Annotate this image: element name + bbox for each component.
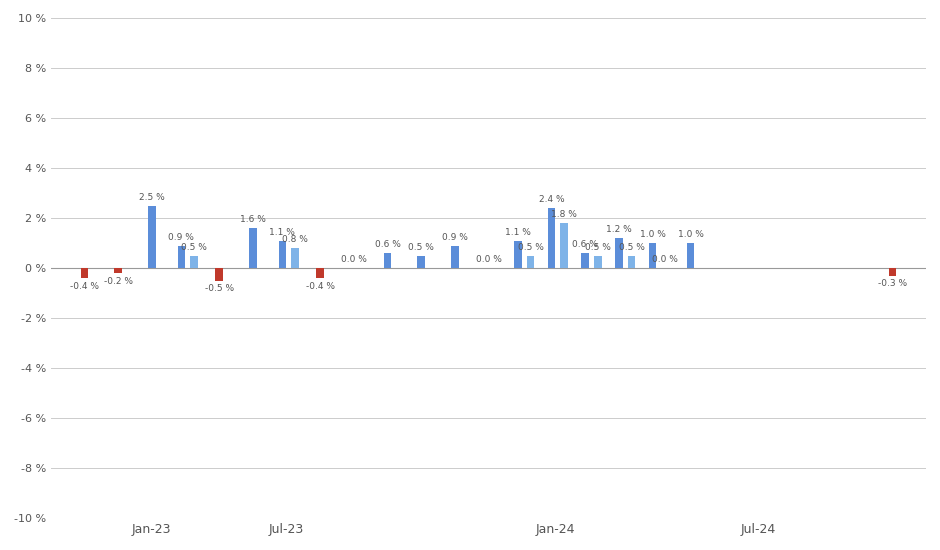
Text: 2.5 %: 2.5 % (139, 192, 164, 202)
Bar (615, 238, 622, 268)
Text: 0.5 %: 0.5 % (181, 243, 207, 252)
Bar (451, 245, 459, 268)
Bar (278, 240, 286, 268)
Bar (526, 256, 534, 268)
Text: 1.8 %: 1.8 % (551, 210, 577, 219)
Text: 1.6 %: 1.6 % (240, 215, 266, 224)
Bar (628, 256, 635, 268)
Text: 1.1 %: 1.1 % (505, 228, 531, 237)
Bar (215, 268, 223, 280)
Bar (149, 206, 156, 268)
Bar (81, 268, 88, 278)
Bar (249, 228, 257, 268)
Bar (514, 240, 522, 268)
Text: -0.3 %: -0.3 % (878, 279, 907, 288)
Bar (417, 256, 425, 268)
Text: -0.2 %: -0.2 % (103, 277, 133, 286)
Text: -0.4 %: -0.4 % (306, 282, 335, 291)
Bar (560, 223, 568, 268)
Text: 1.1 %: 1.1 % (270, 228, 295, 237)
Text: 0.9 %: 0.9 % (442, 233, 468, 242)
Text: 0.0 %: 0.0 % (652, 255, 678, 265)
Text: -0.4 %: -0.4 % (70, 282, 99, 291)
Text: 1.0 %: 1.0 % (678, 230, 703, 239)
Bar (594, 256, 602, 268)
Text: 0.6 %: 0.6 % (374, 240, 400, 249)
Text: 0.8 %: 0.8 % (282, 235, 308, 244)
Text: 2.4 %: 2.4 % (539, 195, 564, 204)
Bar (178, 245, 185, 268)
Bar (582, 253, 589, 268)
Text: 0.5 %: 0.5 % (408, 243, 434, 252)
Bar (291, 248, 299, 268)
Bar (317, 268, 324, 278)
Text: 0.5 %: 0.5 % (585, 243, 611, 252)
Bar (649, 243, 656, 268)
Text: 0.9 %: 0.9 % (168, 233, 195, 242)
Bar (687, 243, 695, 268)
Text: 0.6 %: 0.6 % (572, 240, 598, 249)
Bar (384, 253, 391, 268)
Text: 1.2 %: 1.2 % (606, 226, 632, 234)
Text: 1.0 %: 1.0 % (639, 230, 666, 239)
Text: 0.0 %: 0.0 % (341, 255, 367, 265)
Text: 0.0 %: 0.0 % (476, 255, 501, 265)
Bar (115, 268, 122, 273)
Text: -0.5 %: -0.5 % (205, 284, 234, 293)
Bar (190, 256, 197, 268)
Text: 0.5 %: 0.5 % (518, 243, 543, 252)
Bar (888, 268, 896, 276)
Bar (548, 208, 556, 268)
Text: 0.5 %: 0.5 % (619, 243, 645, 252)
